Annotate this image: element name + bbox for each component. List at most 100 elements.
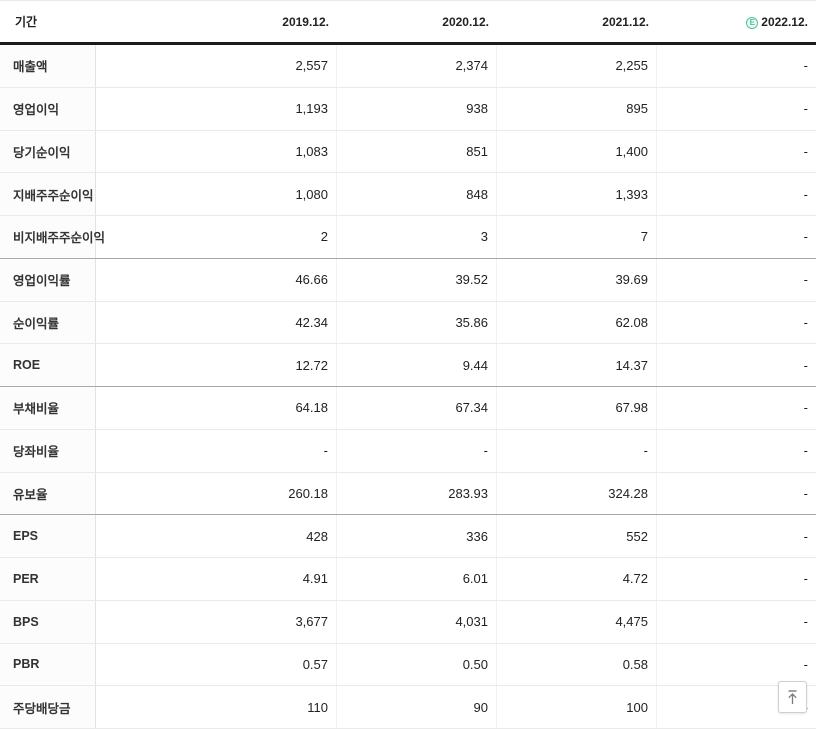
- row-value: 938: [337, 87, 497, 130]
- row-value: -: [337, 429, 497, 472]
- row-value: -: [803, 101, 808, 117]
- table-row: 부채비율 64.18 67.34 67.98 -: [0, 387, 816, 430]
- row-value: 42.34: [96, 301, 337, 344]
- table-header-row: 기간 2019.12. 2020.12. 2021.12. E 2022.12.: [0, 0, 816, 45]
- table-row: 주당배당금 110 90 100 -: [0, 686, 816, 729]
- row-label: 부채비율: [0, 387, 96, 429]
- row-value: 552: [497, 515, 657, 557]
- row-label: 영업이익: [0, 87, 96, 130]
- row-value: 46.66: [96, 258, 337, 301]
- row-value: -: [803, 143, 808, 159]
- row-label: PER: [0, 558, 96, 600]
- table-row: 지배주주순이익 1,080 848 1,393 -: [0, 173, 816, 216]
- period-header: 기간: [15, 15, 38, 29]
- row-value: 12.72: [96, 344, 337, 386]
- estimate-badge-icon: E: [746, 16, 759, 29]
- table-row: 유보율 260.18 283.93 324.28 -: [0, 472, 816, 516]
- table-row: 비지배주주순이익 2 3 7 -: [0, 216, 816, 259]
- row-value: -: [803, 58, 808, 74]
- row-label: 당기순이익: [0, 130, 96, 173]
- row-label: 비지배주주순이익: [0, 216, 105, 258]
- row-value: -: [803, 186, 808, 202]
- row-value: 283.93: [337, 472, 497, 515]
- row-label: 주당배당금: [0, 686, 96, 728]
- row-value: 6.01: [337, 558, 497, 600]
- row-value: -: [803, 614, 808, 630]
- row-value: 4,031: [337, 600, 497, 643]
- row-value: 62.08: [497, 301, 657, 344]
- row-value: -: [497, 429, 657, 472]
- row-value: -: [803, 528, 808, 544]
- row-value: 67.98: [497, 387, 657, 429]
- row-value: 0.50: [337, 643, 497, 686]
- row-value: 39.52: [337, 258, 497, 301]
- row-value: 0.58: [497, 643, 657, 686]
- row-value: 0.57: [96, 643, 337, 686]
- table-body: 매출액 2,557 2,374 2,255 - 영업이익 1,193 938 8…: [0, 45, 816, 729]
- row-value: 1,193: [96, 87, 337, 130]
- row-value: 1,400: [497, 130, 657, 173]
- row-value: 100: [497, 686, 657, 728]
- table-row: 당좌비율 - - - -: [0, 429, 816, 473]
- row-value: 336: [337, 515, 497, 557]
- column-header-2020: 2020.12.: [442, 14, 489, 29]
- row-value: 14.37: [497, 344, 657, 386]
- row-value: -: [803, 314, 808, 330]
- row-value: 35.86: [337, 301, 497, 344]
- row-value: 4.91: [96, 558, 337, 600]
- table-row: PER 4.91 6.01 4.72 -: [0, 558, 816, 601]
- row-value: 4,475: [497, 600, 657, 643]
- row-value: -: [803, 400, 808, 416]
- table-row: 순이익률 42.34 35.86 62.08 -: [0, 301, 816, 345]
- column-header-2022-label: 2022.12.: [761, 14, 808, 29]
- row-label: 당좌비율: [0, 429, 96, 472]
- row-value: 110: [96, 686, 337, 728]
- column-header-2021: 2021.12.: [602, 14, 649, 29]
- row-value: -: [803, 357, 808, 373]
- table-row: 영업이익률 46.66 39.52 39.69 -: [0, 258, 816, 302]
- row-value: 1,393: [497, 173, 657, 215]
- arrow-up-to-top-icon: [785, 689, 800, 706]
- row-label: 순이익률: [0, 301, 96, 344]
- row-value: 260.18: [96, 472, 337, 515]
- row-value: 2,255: [497, 45, 657, 87]
- row-value: 2,374: [337, 45, 497, 87]
- row-value: 4.72: [497, 558, 657, 600]
- row-label: 영업이익률: [0, 258, 96, 301]
- column-header-2019: 2019.12.: [282, 14, 329, 29]
- table-row: 영업이익 1,193 938 895 -: [0, 87, 816, 131]
- row-label: BPS: [0, 600, 96, 643]
- row-label: ROE: [0, 344, 96, 386]
- table-row: 매출액 2,557 2,374 2,255 -: [0, 45, 816, 88]
- row-value: 1,080: [96, 173, 337, 215]
- row-value: -: [803, 443, 808, 459]
- row-value: 428: [96, 515, 337, 557]
- row-value: -: [803, 571, 808, 587]
- row-value: 848: [337, 173, 497, 215]
- row-value: 39.69: [497, 258, 657, 301]
- table-row: EPS 428 336 552 -: [0, 515, 816, 558]
- row-value: 3: [337, 216, 497, 258]
- row-label: 지배주주순이익: [0, 173, 96, 215]
- row-value: 895: [497, 87, 657, 130]
- table-row: PBR 0.57 0.50 0.58 -: [0, 643, 816, 687]
- column-header-2022-estimate: E 2022.12.: [657, 15, 816, 29]
- row-value: -: [803, 485, 808, 501]
- row-value: 3,677: [96, 600, 337, 643]
- row-value: 64.18: [96, 387, 337, 429]
- row-label: 매출액: [0, 45, 96, 87]
- row-value: 2: [96, 216, 337, 258]
- row-value: -: [803, 272, 808, 288]
- row-label: PBR: [0, 643, 96, 686]
- scroll-to-top-button[interactable]: [778, 681, 807, 713]
- table-row: ROE 12.72 9.44 14.37 -: [0, 344, 816, 387]
- row-value: 1,083: [96, 130, 337, 173]
- table-row: 당기순이익 1,083 851 1,400 -: [0, 130, 816, 174]
- row-value: -: [803, 656, 808, 672]
- row-value: 9.44: [337, 344, 497, 386]
- row-value: -: [96, 429, 337, 472]
- row-value: 67.34: [337, 387, 497, 429]
- table-row: BPS 3,677 4,031 4,475 -: [0, 600, 816, 644]
- row-value: 7: [497, 216, 657, 258]
